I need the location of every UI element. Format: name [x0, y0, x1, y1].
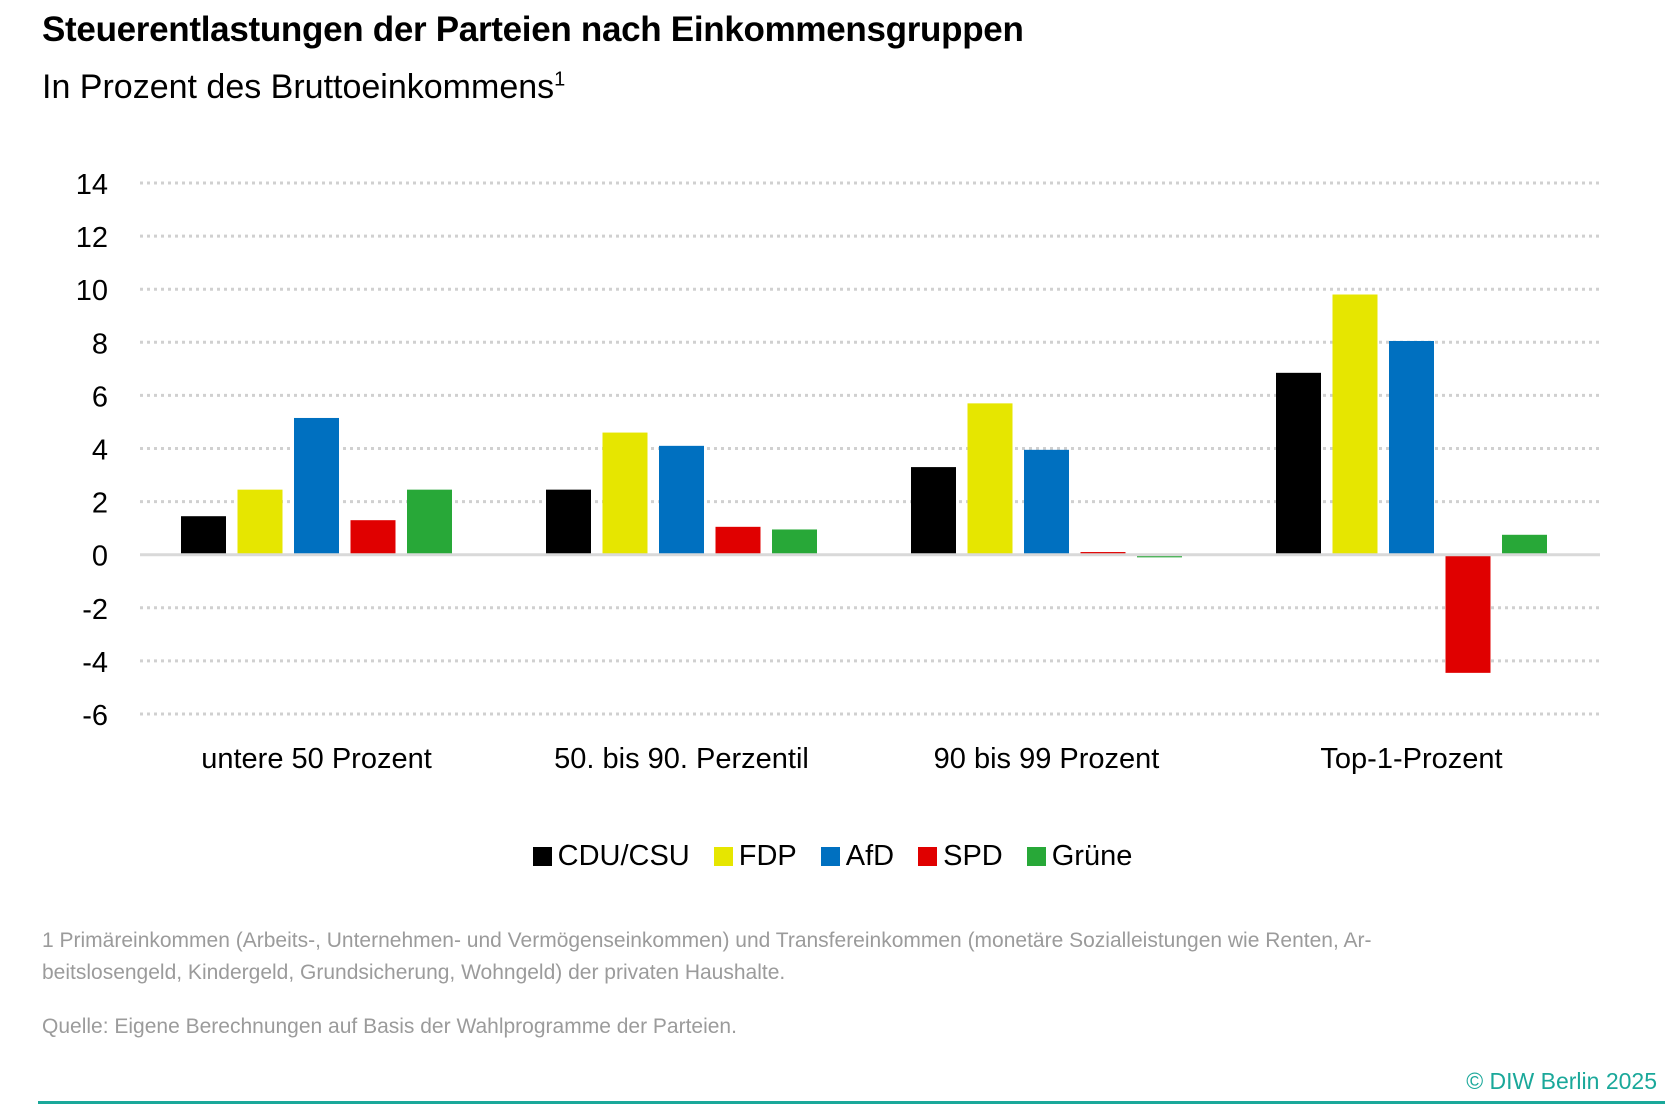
y-tick-label: 2 [92, 488, 108, 520]
legend-item: AfD [820, 840, 895, 873]
x-tick-label: untere 50 Prozent [201, 743, 432, 775]
y-tick-label: -4 [82, 647, 108, 679]
y-tick-label: 6 [92, 381, 108, 413]
legend: CDU/CSU FDP AfD SPD Grüne [0, 840, 1665, 874]
source-note: Quelle: Eigene Berechnungen auf Basis de… [42, 1015, 737, 1038]
y-tick-label: 4 [92, 435, 108, 467]
bar-afd [294, 417, 339, 555]
bar-afd [659, 445, 704, 555]
chart-title: Steuerentlastungen der Parteien nach Ein… [42, 10, 1024, 49]
y-tick-label: 8 [92, 328, 108, 360]
legend-item: CDU/CSU [532, 840, 690, 873]
y-tick-label: 12 [76, 222, 108, 254]
bar-cdu-csu [546, 489, 591, 555]
legend-swatch [713, 847, 733, 866]
bar-cdu-csu [1276, 372, 1321, 555]
y-tick-label: 14 [76, 169, 108, 201]
legend-swatch [918, 847, 938, 866]
bar-spd [715, 526, 761, 555]
y-tick-label: 0 [92, 541, 108, 573]
y-tick-label: -6 [82, 700, 108, 732]
legend-swatch [532, 847, 552, 866]
bar-fdp [1332, 294, 1378, 555]
copyright: © DIW Berlin 2025 [1466, 1068, 1657, 1094]
footnote-line-1: 1 Primäreinkommen (Arbeits-, Unternehmen… [42, 929, 1372, 952]
footnote: 1 Primäreinkommen (Arbeits-, Unternehmen… [42, 925, 1602, 989]
gridlines [140, 181, 1600, 716]
x-tick-label: 90 bis 99 Prozent [934, 743, 1160, 775]
y-tick-label: -2 [82, 594, 108, 626]
x-tick-label: 50. bis 90. Perzentil [554, 743, 809, 775]
subtitle-text: In Prozent des Bruttoeinkommens [42, 68, 555, 106]
legend-label: FDP [738, 840, 797, 872]
bar-cdu-csu [181, 516, 226, 555]
bar-gr-ne [1502, 534, 1547, 555]
chart-subtitle: In Prozent des Bruttoeinkommens1 [42, 68, 565, 107]
legend-swatch [1026, 847, 1046, 866]
bar-chart: 14 12 10 8 6 4 2 0 -2 -4 -6 untere 50 Prozent 50. b… [76, 169, 1600, 775]
bottom-rule [38, 1101, 1665, 1104]
y-tick-label: 10 [76, 275, 108, 307]
bar-fdp [237, 489, 283, 555]
legend-item: FDP [713, 840, 797, 873]
y-axis-ticks: 14 12 10 8 6 4 2 0 -2 -4 -6 [76, 169, 108, 732]
bars [181, 294, 1547, 673]
legend-label: AfD [845, 840, 895, 872]
footnote-marker: 1 [554, 68, 566, 91]
footnote-line-2: beitslosengeld, Kindergeld, Grundsicheru… [42, 961, 786, 984]
bar-fdp [967, 403, 1013, 555]
legend-swatch [820, 847, 840, 866]
legend-label: CDU/CSU [557, 840, 690, 872]
bar-spd [350, 520, 396, 555]
bar-spd [1445, 554, 1491, 673]
bar-afd [1389, 340, 1434, 555]
x-axis-ticks: untere 50 Prozent 50. bis 90. Perzentil 90… [201, 743, 1502, 775]
bar-gr-ne [407, 489, 452, 555]
bar-gr-ne [772, 529, 817, 555]
bar-fdp [602, 432, 648, 555]
bar-afd [1024, 449, 1069, 555]
legend-label: SPD [943, 840, 1003, 872]
legend-item: SPD [918, 840, 1003, 873]
bar-cdu-csu [911, 467, 956, 555]
legend-item: Grüne [1026, 840, 1133, 873]
legend-label: Grüne [1051, 840, 1133, 872]
x-tick-label: Top-1-Prozent [1320, 743, 1502, 775]
